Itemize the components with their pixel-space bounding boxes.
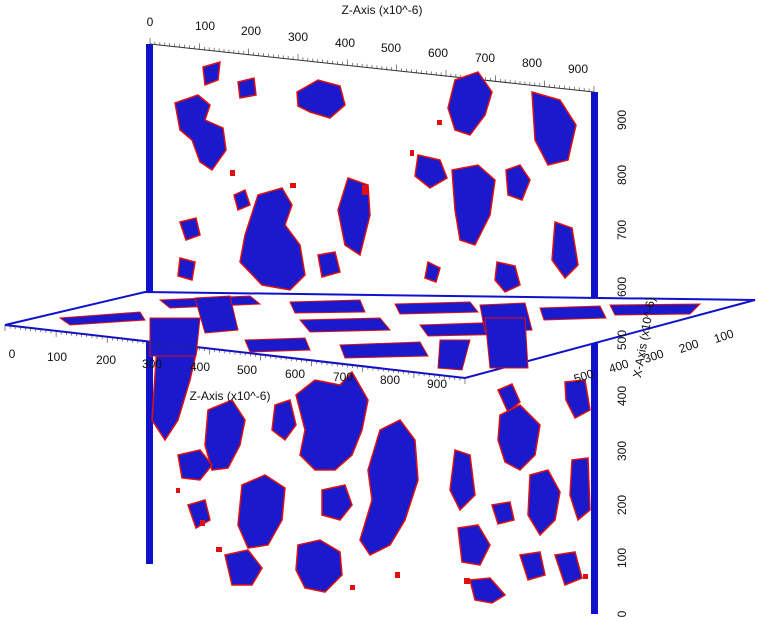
pore-region: [187, 499, 211, 530]
y-right-tick-labels: 0 100 200 300 400 500 600 700 800 900: [615, 110, 629, 618]
right-frame-bar: [591, 92, 598, 614]
pore-region: [321, 484, 353, 521]
z-top-tick: 300: [288, 30, 308, 44]
slice-band: [244, 337, 311, 353]
pore-region: [564, 379, 591, 420]
z-mid-tick: 400: [190, 360, 210, 374]
slice-band: [194, 295, 239, 334]
z-top-tick: 900: [568, 62, 588, 76]
pore-region: [451, 164, 496, 246]
pore-region: [177, 257, 196, 281]
z-mid-tick: 600: [285, 367, 305, 381]
pore-region: [359, 419, 419, 556]
slice-band: [339, 341, 429, 359]
pore-region: [317, 251, 341, 278]
y-right-tick: 900: [615, 110, 629, 130]
z-top-axis-line: [149, 38, 595, 93]
pore-region: [237, 474, 286, 549]
pore-region: [531, 90, 577, 166]
z-top-tick: 100: [195, 19, 215, 33]
z-mid-tick: 0: [9, 347, 16, 361]
y-right-tick: 400: [615, 386, 629, 406]
z-mid-tick: 200: [96, 353, 116, 367]
y-right-tick: 0: [615, 610, 629, 617]
pore-region: [554, 551, 583, 586]
z-mid-axis-line: [4, 325, 466, 384]
z-top-axis-title: Z-Axis (x10^-6): [342, 3, 423, 17]
z-mid-tick: 700: [333, 370, 353, 384]
pore-region: [497, 404, 541, 471]
pore-region: [202, 60, 221, 87]
x-right-tick: 200: [677, 336, 701, 356]
z-mid-tick-labels: 0 100 200 300 400 500 600 700 800 900: [9, 347, 448, 391]
pore-region: [295, 539, 343, 593]
pore-region: [174, 94, 227, 172]
y-right-tick: 100: [615, 548, 629, 568]
y-right-tick: 700: [615, 220, 629, 240]
z-top-tick: 700: [475, 51, 495, 65]
pore-region: [424, 260, 441, 283]
pore-region: [239, 187, 306, 291]
pore-region: [271, 399, 297, 442]
x-right-tick: 300: [642, 346, 666, 366]
pore-region: [237, 77, 257, 99]
slice-band: [539, 305, 607, 321]
pore-region: [505, 164, 531, 201]
slice-band: [609, 303, 702, 316]
pore-region: [179, 217, 201, 241]
pore-region: [491, 501, 515, 525]
pore-region: [233, 188, 251, 212]
z-mid-axis-title: Z-Axis (x10^-6): [190, 389, 271, 403]
pore-region: [519, 551, 546, 581]
pore-regions-vertical-slice: [151, 60, 591, 604]
z-top-tick-labels: 0 100 200 300 400 500 600 700 800 900: [147, 15, 589, 76]
z-mid-tick: 500: [237, 363, 257, 377]
pore-region: [497, 383, 521, 414]
pore-region: [295, 370, 369, 471]
pore-region: [527, 469, 561, 537]
slice-band: [394, 301, 480, 315]
z-mid-tick: 300: [142, 357, 162, 371]
x-right-tick: 100: [712, 326, 736, 346]
pore-region: [204, 399, 246, 471]
z-mid-tick: 800: [380, 373, 400, 387]
y-right-tick: 600: [615, 277, 629, 297]
x-right-tick-labels: 100 200 300 400 500: [572, 326, 736, 386]
z-top-tick: 800: [522, 56, 542, 70]
z-mid-tick: 100: [47, 350, 67, 364]
slice-band: [437, 339, 471, 371]
pore-region: [457, 524, 491, 566]
y-right-tick: 500: [615, 330, 629, 350]
z-top-tick: 400: [335, 36, 355, 50]
slice-band: [58, 311, 146, 326]
slice-band: [149, 317, 201, 357]
z-mid-tick: 900: [427, 377, 447, 391]
slice-band: [484, 317, 529, 369]
pore-region: [296, 79, 346, 119]
y-right-tick: 200: [615, 495, 629, 515]
slice-band: [298, 317, 392, 333]
pore-region: [414, 154, 448, 189]
pore-region: [177, 449, 213, 481]
pore-region: [447, 71, 493, 136]
edge-specks: [176, 120, 588, 590]
y-right-tick: 300: [615, 441, 629, 461]
pore-region: [224, 549, 263, 586]
z-top-tick: 500: [381, 41, 401, 55]
pore-region: [569, 457, 591, 522]
pore-region: [449, 448, 476, 512]
pore-region: [494, 261, 521, 293]
pore-region: [469, 577, 507, 604]
z-top-tick: 200: [241, 24, 261, 38]
y-right-tick: 800: [615, 165, 629, 185]
x-right-tick: 400: [607, 356, 631, 376]
x-right-tick: 500: [572, 366, 596, 386]
z-top-tick: 0: [147, 15, 154, 29]
slice-band: [289, 299, 366, 314]
z-top-tick: 600: [428, 46, 448, 60]
pore-region: [551, 220, 579, 280]
